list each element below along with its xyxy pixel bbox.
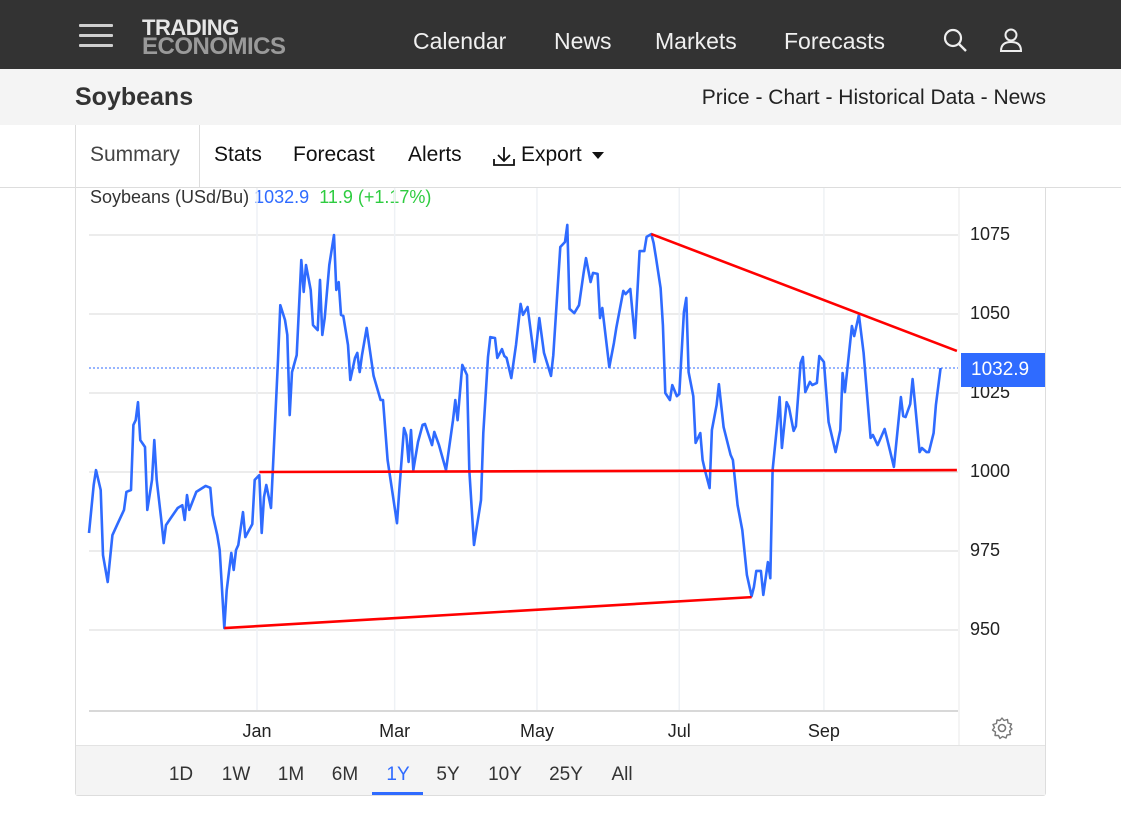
tab-stats[interactable]: Stats bbox=[214, 143, 262, 166]
tab-summary[interactable]: Summary bbox=[90, 143, 180, 166]
range-button-1m[interactable]: 1M bbox=[277, 764, 305, 785]
price-series-line bbox=[87, 223, 942, 630]
search-icon[interactable] bbox=[941, 26, 969, 54]
y-tick-label: 1025 bbox=[970, 382, 1011, 402]
page-title: Soybeans bbox=[75, 83, 194, 111]
tab-summary-box[interactable] bbox=[75, 125, 200, 187]
trendline bbox=[259, 468, 957, 474]
section-links[interactable]: Price - Chart - Historical Data - News bbox=[701, 86, 1046, 109]
subheader bbox=[0, 69, 1121, 125]
trendline bbox=[224, 595, 752, 630]
range-button-5y[interactable]: 5Y bbox=[436, 764, 460, 785]
user-icon[interactable] bbox=[997, 26, 1025, 54]
y-tick-label: 1050 bbox=[970, 303, 1011, 323]
range-button-1d[interactable]: 1D bbox=[168, 764, 194, 785]
divider bbox=[0, 187, 1121, 188]
chart-container bbox=[75, 187, 1046, 796]
y-tick-label: 950 bbox=[970, 619, 1001, 639]
gear-icon[interactable] bbox=[990, 716, 1014, 740]
x-tick-label: Jan bbox=[242, 721, 272, 741]
logo-line2: ECONOMICS bbox=[142, 33, 286, 60]
y-tick-label: 1075 bbox=[970, 224, 1011, 244]
nav-forecasts[interactable]: Forecasts bbox=[784, 28, 885, 54]
legend-name: Soybeans (USd/Bu) bbox=[90, 187, 250, 207]
tab-bar: Summary Stats Forecast Alerts Export bbox=[75, 125, 1046, 187]
nav-news[interactable]: News bbox=[554, 28, 612, 54]
active-range-underline bbox=[372, 792, 423, 795]
tab-forecast[interactable]: Forecast bbox=[293, 143, 375, 166]
download-icon[interactable] bbox=[492, 145, 516, 167]
hamburger-menu-icon[interactable] bbox=[79, 24, 113, 48]
legend-price: 1032.9 bbox=[254, 187, 310, 207]
range-button-all[interactable]: All bbox=[611, 764, 633, 785]
x-tick-label: Sep bbox=[807, 721, 840, 741]
last-price-label: 1032.9 bbox=[961, 353, 1045, 387]
top-navbar: TRADING ECONOMICS Calendar News Markets … bbox=[0, 0, 1121, 69]
tab-export[interactable]: Export bbox=[521, 143, 582, 166]
range-selector bbox=[76, 745, 1045, 795]
range-button-6m[interactable]: 6M bbox=[331, 764, 359, 785]
x-tick-label: May bbox=[519, 721, 554, 741]
range-button-25y[interactable]: 25Y bbox=[549, 764, 583, 785]
x-tick-label: Mar bbox=[379, 721, 411, 741]
x-tick-label: Jul bbox=[667, 721, 691, 741]
range-button-1w[interactable]: 1W bbox=[221, 764, 251, 785]
nav-markets[interactable]: Markets bbox=[655, 28, 737, 54]
range-button-1y[interactable]: 1Y bbox=[386, 764, 410, 785]
caret-down-icon[interactable] bbox=[592, 152, 604, 160]
trendline bbox=[650, 232, 958, 353]
chart-legend: Soybeans (USd/Bu) 1032.9 11.9 (+1.17%) bbox=[90, 187, 431, 208]
legend-change: 11.9 (+1.17%) bbox=[319, 187, 432, 207]
logo[interactable]: TRADING ECONOMICS bbox=[142, 15, 286, 60]
range-button-10y[interactable]: 10Y bbox=[488, 764, 522, 785]
logo-line1: TRADING bbox=[142, 15, 239, 40]
tab-alerts[interactable]: Alerts bbox=[408, 143, 462, 166]
y-tick-label: 1000 bbox=[970, 461, 1011, 481]
nav-calendar[interactable]: Calendar bbox=[413, 28, 507, 54]
y-tick-label: 975 bbox=[970, 540, 1001, 560]
